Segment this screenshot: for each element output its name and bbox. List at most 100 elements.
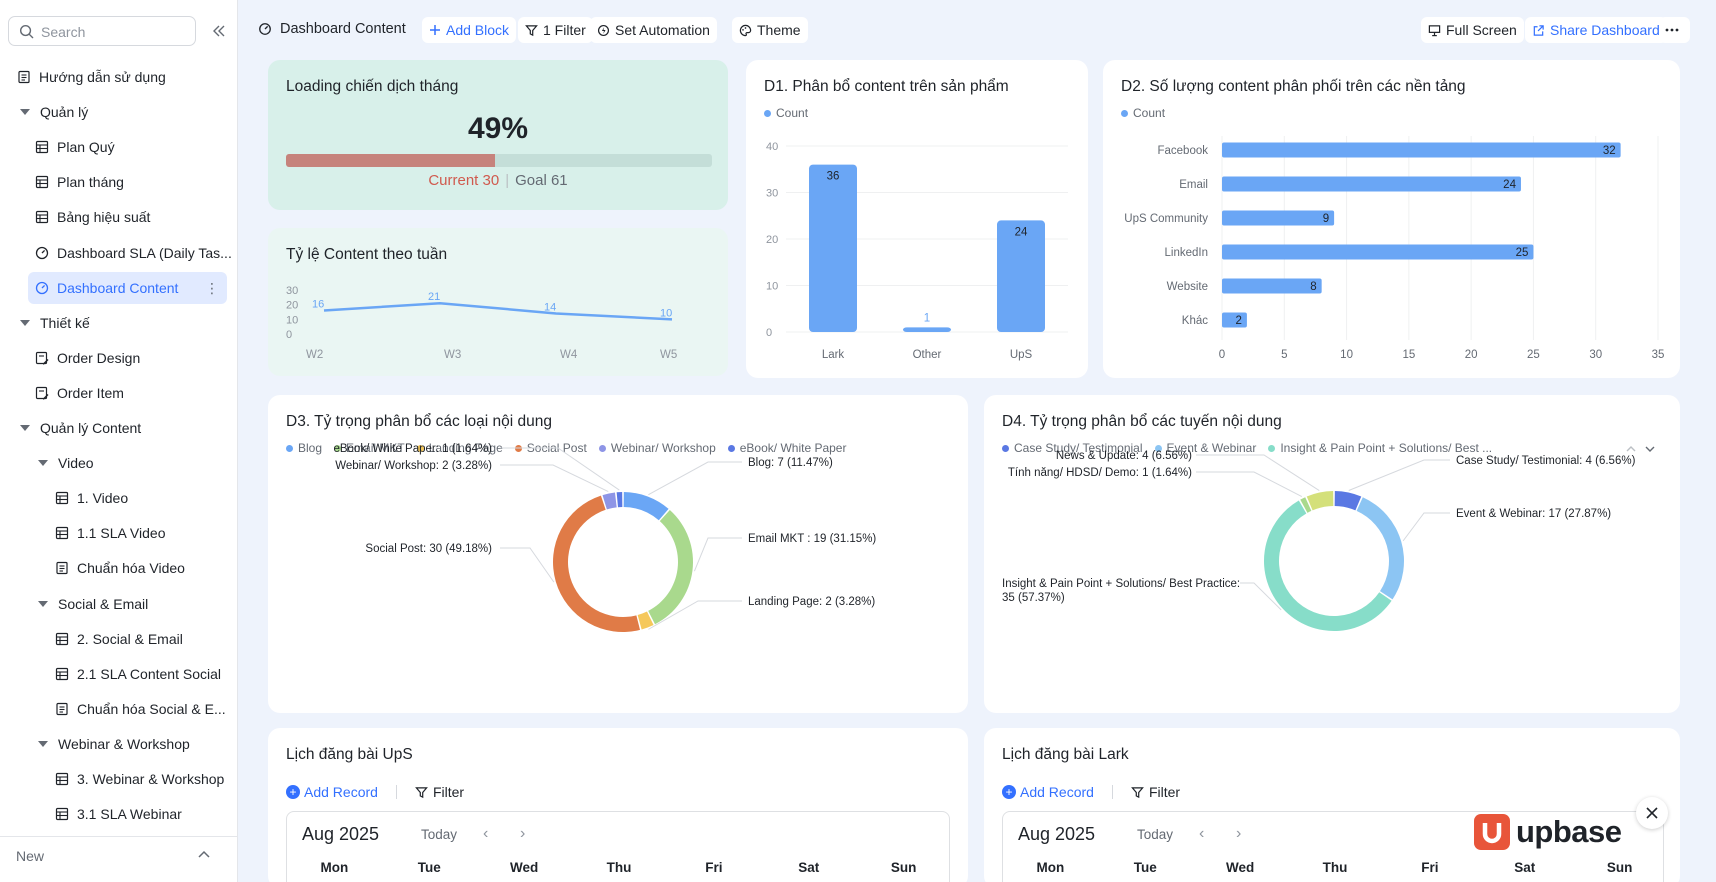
sidebar-item[interactable]: Chuẩn hóa Video — [0, 552, 238, 584]
share-dashboard-button[interactable]: Share Dashboard — [1525, 17, 1667, 43]
weekday: Wed — [510, 860, 539, 875]
bar — [1222, 142, 1621, 158]
new-button[interactable]: New — [16, 848, 45, 864]
chart-legend: Blog Email MKT Landing Page Social Post Webi… — [286, 441, 846, 455]
d2-platform-card[interactable]: D2. Số lượng content phân phối trên các … — [1103, 60, 1680, 378]
caret-down-icon[interactable] — [38, 740, 48, 747]
form-icon — [34, 385, 50, 401]
sidebar-item[interactable]: Hướng dẫn sử dụng — [0, 61, 238, 93]
calendar-filter-button[interactable]: Filter — [1131, 784, 1180, 800]
close-button[interactable] — [1636, 797, 1668, 829]
ups-calendar-card[interactable]: Lịch đăng bài UpS + Add Record Filter Aug… — [268, 728, 968, 882]
weekday: Thu — [606, 860, 632, 875]
legend-item[interactable]: Blog — [286, 441, 322, 455]
sidebar-group[interactable]: Thiết kế — [0, 307, 238, 339]
calendar-filter-button[interactable]: Filter — [415, 784, 464, 800]
sidebar-group[interactable]: Video — [0, 447, 238, 479]
search-input[interactable] — [41, 22, 186, 42]
share-icon — [1533, 24, 1544, 36]
d1-product-card[interactable]: D1. Phân bổ content trên sản phẩm Count … — [746, 60, 1088, 378]
x-tick-label: W4 — [560, 349, 578, 361]
sidebar-item[interactable]: 1.1 SLA Video — [0, 517, 238, 549]
add-record-button[interactable]: + Add Record — [286, 784, 378, 800]
dashboard-title: Dashboard Content — [258, 21, 406, 37]
progress-caption: Current 30 | Goal 61 — [428, 172, 568, 189]
chevron-left-icon[interactable]: ‹ — [1199, 825, 1205, 842]
more-options-button[interactable] — [1659, 17, 1690, 43]
sidebar-item[interactable]: Plan tháng — [0, 166, 238, 198]
d4-content-line-card[interactable]: D4. Tỷ trọng phân bổ các tuyến nội dung … — [984, 395, 1680, 713]
theme-button[interactable]: Theme — [732, 17, 808, 43]
series-line — [323, 301, 673, 321]
search-box[interactable] — [8, 16, 196, 46]
full-screen-button[interactable]: Full Screen — [1421, 17, 1524, 43]
sidebar-item[interactable]: Bảng hiệu suất — [0, 201, 238, 233]
chevron-right-icon[interactable]: › — [1236, 825, 1242, 842]
filter-button[interactable]: 1 Filter — [518, 17, 593, 43]
sidebar-group[interactable]: Quản lý Content — [0, 412, 238, 444]
d3-content-type-card[interactable]: D3. Tỷ trọng phân bổ các loại nội dung B… — [268, 395, 968, 713]
caret-down-icon[interactable] — [20, 425, 30, 431]
y-tick-label: LinkedIn — [1165, 247, 1208, 259]
sidebar-footer[interactable]: New — [0, 836, 238, 872]
sidebar-item[interactable]: Order Design — [0, 342, 238, 374]
legend-item[interactable]: Email MKT — [334, 441, 405, 455]
sidebar-item[interactable]: 2. Social & Email — [0, 623, 238, 655]
sidebar-item[interactable]: 3.1 SLA Webinar — [0, 798, 238, 830]
sidebar-item-label: 2.1 SLA Content Social — [77, 665, 221, 682]
sidebar-item[interactable]: Plan Quý — [0, 131, 238, 163]
progress-percent: 49% — [467, 112, 529, 145]
lark-calendar-card[interactable]: Lịch đăng bài Lark + Add Record Filter Au… — [984, 728, 1680, 882]
chevron-up-icon[interactable] — [197, 849, 211, 859]
collapse-sidebar-icon[interactable] — [209, 21, 229, 41]
weekly-content-card[interactable]: Tỷ lệ Content theo tuần 30 20 10 0 16 21 14 10 W… — [268, 228, 728, 376]
sidebar-group[interactable]: Quản lý — [0, 96, 238, 128]
bar — [1222, 312, 1247, 328]
add-block-button[interactable]: Add Block — [422, 17, 517, 43]
today-button[interactable]: Today — [421, 827, 458, 842]
data-label: Social Post: 30 (49.18%) — [365, 543, 492, 555]
dashboard-icon — [34, 280, 50, 296]
sidebar-item-label: 1.1 SLA Video — [77, 525, 166, 542]
sidebar-item[interactable]: Order Item — [0, 377, 238, 409]
chevron-right-icon[interactable]: › — [520, 825, 526, 842]
sidebar-item[interactable]: Dashboard Content ⋮ — [28, 271, 227, 304]
sidebar-group[interactable]: Webinar & Workshop — [0, 728, 238, 760]
legend-item[interactable]: Insight & Pain Point + Solutions/ Best .… — [1268, 441, 1492, 455]
loading-campaign-card[interactable]: Loading chiến dịch tháng 49% Current 30 |… — [268, 60, 728, 210]
caret-down-icon[interactable] — [38, 600, 48, 607]
caret-down-icon[interactable] — [38, 460, 48, 467]
set-automation-button[interactable]: Set Automation — [590, 17, 717, 43]
bar — [809, 164, 857, 332]
caret-down-icon[interactable] — [20, 319, 30, 326]
plus-circle-icon: + — [286, 785, 300, 799]
pie-slice — [1356, 497, 1404, 600]
chevron-left-icon[interactable]: ‹ — [483, 825, 489, 842]
sidebar-item[interactable]: 3. Webinar & Workshop — [0, 763, 238, 795]
today-button[interactable]: Today — [1137, 827, 1174, 842]
add-record-button[interactable]: + Add Record — [1002, 784, 1094, 800]
legend-item[interactable]: Event & Webinar — [1154, 441, 1256, 455]
label-leader-line — [693, 537, 742, 572]
sidebar-group[interactable]: Social & Email — [0, 588, 238, 620]
label-leader-line — [1196, 454, 1320, 491]
sidebar-item[interactable]: Dashboard SLA (Daily Tas... — [0, 237, 238, 269]
table-icon — [54, 490, 70, 506]
sidebar-item[interactable]: Chuẩn hóa Social & E... — [0, 693, 238, 725]
table-icon — [34, 174, 50, 190]
x-tick-label: 15 — [1402, 349, 1415, 361]
legend-item[interactable]: eBook/ White Paper — [727, 441, 846, 455]
sidebar-item-label: Plan Quý — [57, 139, 115, 156]
legend-item[interactable]: Webinar/ Workshop — [598, 441, 716, 455]
dashboard-toolbar: Dashboard Content Add Block 1 Filter Set… — [238, 0, 1716, 58]
y-tick-label: 30 — [286, 285, 298, 297]
more-vertical-icon[interactable]: ⋮ — [205, 279, 219, 296]
sidebar-item[interactable]: 2.1 SLA Content Social — [0, 658, 238, 690]
sidebar-item[interactable]: 1. Video — [0, 482, 238, 514]
caret-down-icon[interactable] — [20, 109, 30, 116]
legend-item[interactable]: Landing Page — [416, 441, 503, 455]
legend-item[interactable]: Case Study/ Testimonial — [1002, 441, 1143, 455]
calendar-view: Aug 2025 Today ‹ › Mon Tue Wed Thu Fri S… — [286, 811, 950, 882]
weekday: Sat — [798, 860, 820, 875]
legend-pager[interactable] — [1624, 443, 1664, 455]
